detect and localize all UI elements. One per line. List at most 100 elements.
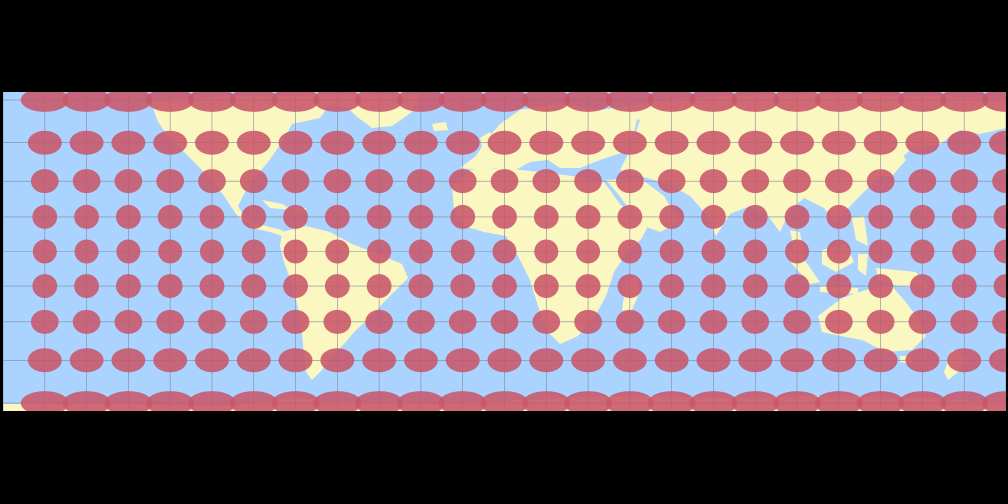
indicatrix-ellipse — [993, 274, 1006, 299]
indicatrix-ellipse — [480, 391, 529, 411]
indicatrix-ellipse — [62, 391, 111, 411]
indicatrix-ellipse — [281, 169, 310, 194]
indicatrix-ellipse — [229, 92, 278, 112]
indicatrix-ellipse — [74, 274, 100, 299]
indicatrix-ellipse — [647, 92, 696, 112]
indicatrix-ellipse — [701, 239, 726, 264]
indicatrix-ellipse — [158, 239, 183, 264]
indicatrix-ellipse — [69, 348, 104, 373]
indicatrix-ellipse — [271, 92, 320, 112]
indicatrix-ellipse — [72, 309, 101, 334]
indicatrix-ellipse — [654, 130, 689, 155]
indicatrix-ellipse — [905, 130, 940, 155]
indicatrix-ellipse — [657, 169, 686, 194]
indicatrix-ellipse — [940, 92, 989, 112]
indicatrix-ellipse — [947, 348, 982, 373]
indicatrix-ellipse — [742, 274, 768, 299]
indicatrix-ellipse — [450, 204, 476, 229]
indicatrix-ellipse — [229, 391, 278, 411]
indicatrix-ellipse — [146, 92, 195, 112]
indicatrix-ellipse — [741, 169, 770, 194]
indicatrix-ellipse — [323, 169, 352, 194]
indicatrix-ellipse — [617, 204, 643, 229]
indicatrix-ellipse — [313, 92, 362, 112]
indicatrix-ellipse — [868, 204, 894, 229]
indicatrix-ellipse — [910, 239, 935, 264]
indicatrix-ellipse — [324, 274, 350, 299]
indicatrix-ellipse — [532, 309, 561, 334]
indicatrix-ellipse — [982, 92, 1006, 112]
indicatrix-ellipse — [271, 391, 320, 411]
indicatrix-ellipse — [448, 169, 477, 194]
indicatrix-ellipse — [408, 239, 433, 264]
indicatrix-ellipse — [533, 204, 559, 229]
landmasses — [3, 94, 1006, 411]
indicatrix-ellipse — [612, 348, 647, 373]
indicatrix-ellipse — [993, 204, 1006, 229]
indicatrix-ellipse — [617, 239, 642, 264]
indicatrix-ellipse — [826, 239, 851, 264]
indicatrix-ellipse — [450, 239, 475, 264]
indicatrix-ellipse — [490, 309, 519, 334]
indicatrix-ellipse — [576, 239, 601, 264]
indicatrix-ellipse — [738, 348, 773, 373]
indicatrix-ellipse — [909, 204, 935, 229]
indicatrix-ellipse — [450, 274, 476, 299]
indicatrix-ellipse — [30, 309, 59, 334]
indicatrix-ellipse — [575, 204, 601, 229]
indicatrix-ellipse — [534, 239, 559, 264]
indicatrix-ellipse — [365, 309, 393, 334]
indicatrix-ellipse — [989, 348, 1006, 373]
philippines — [852, 216, 868, 246]
indicatrix-ellipse — [62, 92, 111, 112]
indicatrix-ellipse — [445, 130, 480, 155]
indicatrix-ellipse — [696, 130, 731, 155]
indicatrix-ellipse — [487, 348, 522, 373]
indicatrix-ellipse — [616, 169, 644, 194]
indicatrix-ellipse — [355, 391, 404, 411]
indicatrix-ellipse — [529, 130, 564, 155]
indicatrix-ellipse — [564, 391, 613, 411]
indicatrix-ellipse — [32, 239, 57, 264]
indicatrix-ellipse — [313, 391, 362, 411]
indicatrix-ellipse — [647, 391, 696, 411]
scandinavia — [508, 106, 560, 144]
indicatrix-ellipse — [325, 239, 350, 264]
indicatrix-ellipse — [241, 239, 266, 264]
indicatrix-ellipse — [605, 391, 654, 411]
indicatrix-ellipse — [445, 348, 480, 373]
indicatrix-ellipse — [773, 92, 822, 112]
indicatrix-ellipse — [241, 204, 267, 229]
indicatrix-ellipse — [114, 309, 143, 334]
indicatrix-ellipse — [863, 348, 898, 373]
indicatrix-ellipse — [951, 274, 977, 299]
indicatrix-ellipse — [480, 92, 529, 112]
tissot-indicatrix — [20, 92, 1006, 411]
indicatrix-ellipse — [199, 274, 225, 299]
indicatrix-ellipse — [863, 130, 898, 155]
indicatrix-ellipse — [532, 169, 561, 194]
indicatrix-ellipse — [522, 391, 571, 411]
indicatrix-ellipse — [362, 130, 397, 155]
indicatrix-ellipse — [320, 348, 355, 373]
indicatrix-ellipse — [157, 204, 183, 229]
indicatrix-ellipse — [699, 169, 728, 194]
indicatrix-ellipse — [821, 130, 856, 155]
indicatrix-ellipse — [198, 169, 226, 194]
indicatrix-ellipse — [281, 309, 310, 334]
indicatrix-ellipse — [780, 130, 815, 155]
indicatrix-ellipse — [72, 169, 101, 194]
indicatrix-ellipse — [283, 274, 308, 299]
indicatrix-ellipse — [821, 348, 856, 373]
indicatrix-ellipse — [909, 274, 935, 299]
indicatrix-ellipse — [866, 309, 895, 334]
indicatrix-ellipse — [533, 274, 559, 299]
indicatrix-ellipse — [868, 274, 894, 299]
asia — [600, 94, 1006, 236]
indicatrix-ellipse — [403, 348, 438, 373]
indicatrix-ellipse — [114, 169, 143, 194]
indicatrix-ellipse — [492, 274, 517, 299]
indicatrix-ellipse — [407, 169, 435, 194]
indicatrix-ellipse — [699, 309, 728, 334]
